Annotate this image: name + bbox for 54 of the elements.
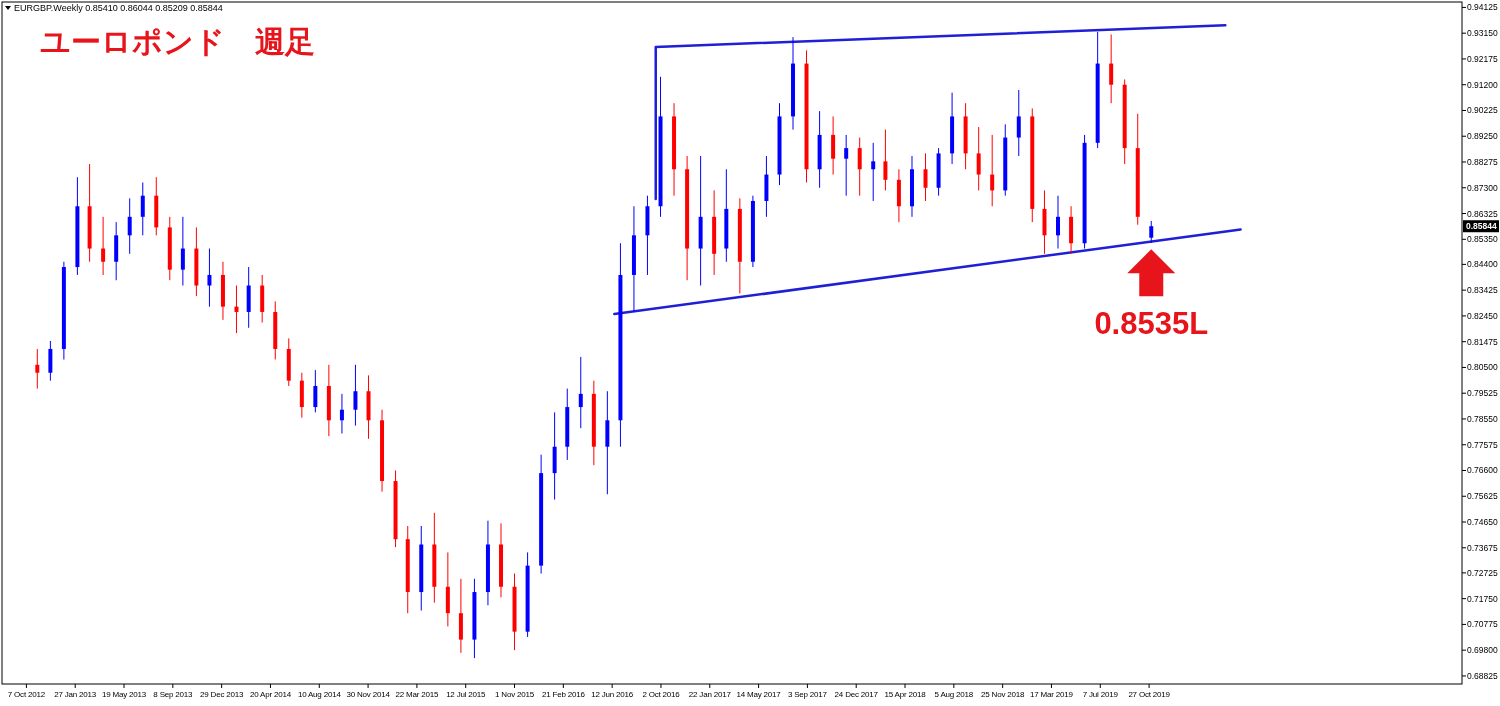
y-tick-label: 0.72725 <box>1467 567 1498 578</box>
x-tick-label: 17 Mar 2019 <box>1030 690 1074 699</box>
y-tick-label: 0.92175 <box>1467 53 1498 64</box>
x-tick-label: 21 Feb 2016 <box>541 690 586 699</box>
y-tick-label: 0.80500 <box>1467 362 1498 373</box>
x-tick-label: 30 Nov 2014 <box>346 690 391 699</box>
y-tick-label: 0.71750 <box>1467 593 1498 604</box>
x-tick-label: 5 Aug 2018 <box>934 690 974 699</box>
y-tick-label: 0.83425 <box>1467 285 1498 296</box>
y-tick-label: 0.75625 <box>1467 491 1498 502</box>
y-tick-label: 0.70775 <box>1467 619 1498 630</box>
y-tick-label: 0.74650 <box>1467 517 1498 528</box>
y-tick-label: 0.94125 <box>1467 2 1498 13</box>
x-tick-label: 20 Apr 2014 <box>249 690 292 699</box>
y-tick-label: 0.89250 <box>1467 131 1498 142</box>
x-tick-label: 19 May 2013 <box>102 690 147 699</box>
x-tick-label: 2 Oct 2016 <box>642 690 681 699</box>
y-tick-label: 0.93150 <box>1467 28 1498 39</box>
y-tick-label: 0.76600 <box>1467 465 1498 476</box>
y-tick-label: 0.91200 <box>1467 79 1498 90</box>
x-tick-label: 24 Dec 2017 <box>834 690 879 699</box>
y-tick-label: 0.87300 <box>1467 182 1498 193</box>
chart-subtitle: EURGBP.Weekly 0.85410 0.86044 0.85209 0.85844 <box>14 3 223 13</box>
x-tick-label: 27 Jan 2013 <box>54 690 97 699</box>
y-tick-label: 0.90225 <box>1467 105 1498 116</box>
x-tick-label: 25 Nov 2018 <box>981 690 1025 699</box>
x-tick-label: 29 Dec 2013 <box>200 690 244 699</box>
y-tick-label: 0.77575 <box>1467 439 1498 450</box>
x-tick-label: 22 Mar 2015 <box>395 690 440 699</box>
y-tick-label: 0.88275 <box>1467 157 1498 167</box>
y-tick-label: 0.81475 <box>1467 336 1498 347</box>
annotation: 0.8535L <box>1094 306 1209 342</box>
x-tick-label: 14 May 2017 <box>736 690 782 699</box>
x-tick-label: 22 Jan 2017 <box>688 690 732 699</box>
x-tick-label: 12 Jun 2016 <box>591 690 634 699</box>
text: ユーロポンド 週足 <box>40 25 315 58</box>
x-tick-label: 12 Jul 2015 <box>446 690 487 699</box>
x-tick-label: 10 Aug 2014 <box>297 690 342 699</box>
y-tick-label: 0.86325 <box>1467 208 1498 219</box>
y-tick-label: 0.82450 <box>1467 310 1498 321</box>
y-tick-label: 0.85350 <box>1467 234 1498 245</box>
x-tick-label: 7 Oct 2012 <box>7 690 46 699</box>
x-tick-label: 15 Apr 2018 <box>884 690 927 699</box>
x-tick-label: 7 Jul 2019 <box>1082 690 1119 699</box>
y-tick-label: 0.79525 <box>1467 388 1498 399</box>
x-tick-label: 3 Sep 2017 <box>787 690 828 699</box>
x-tick-label: 1 Nov 2015 <box>495 690 535 699</box>
y-tick-label: 0.73675 <box>1467 542 1498 553</box>
y-tick-label: 0.69800 <box>1467 645 1498 656</box>
x-tick-label: 8 Sep 2013 <box>153 690 194 699</box>
y-tick-label: 0.84400 <box>1467 259 1498 270</box>
y-tick-label: 0.68825 <box>1467 670 1498 681</box>
x-tick-label: 27 Oct 2019 <box>1128 690 1171 699</box>
y-tick-label: 0.78550 <box>1467 413 1498 424</box>
